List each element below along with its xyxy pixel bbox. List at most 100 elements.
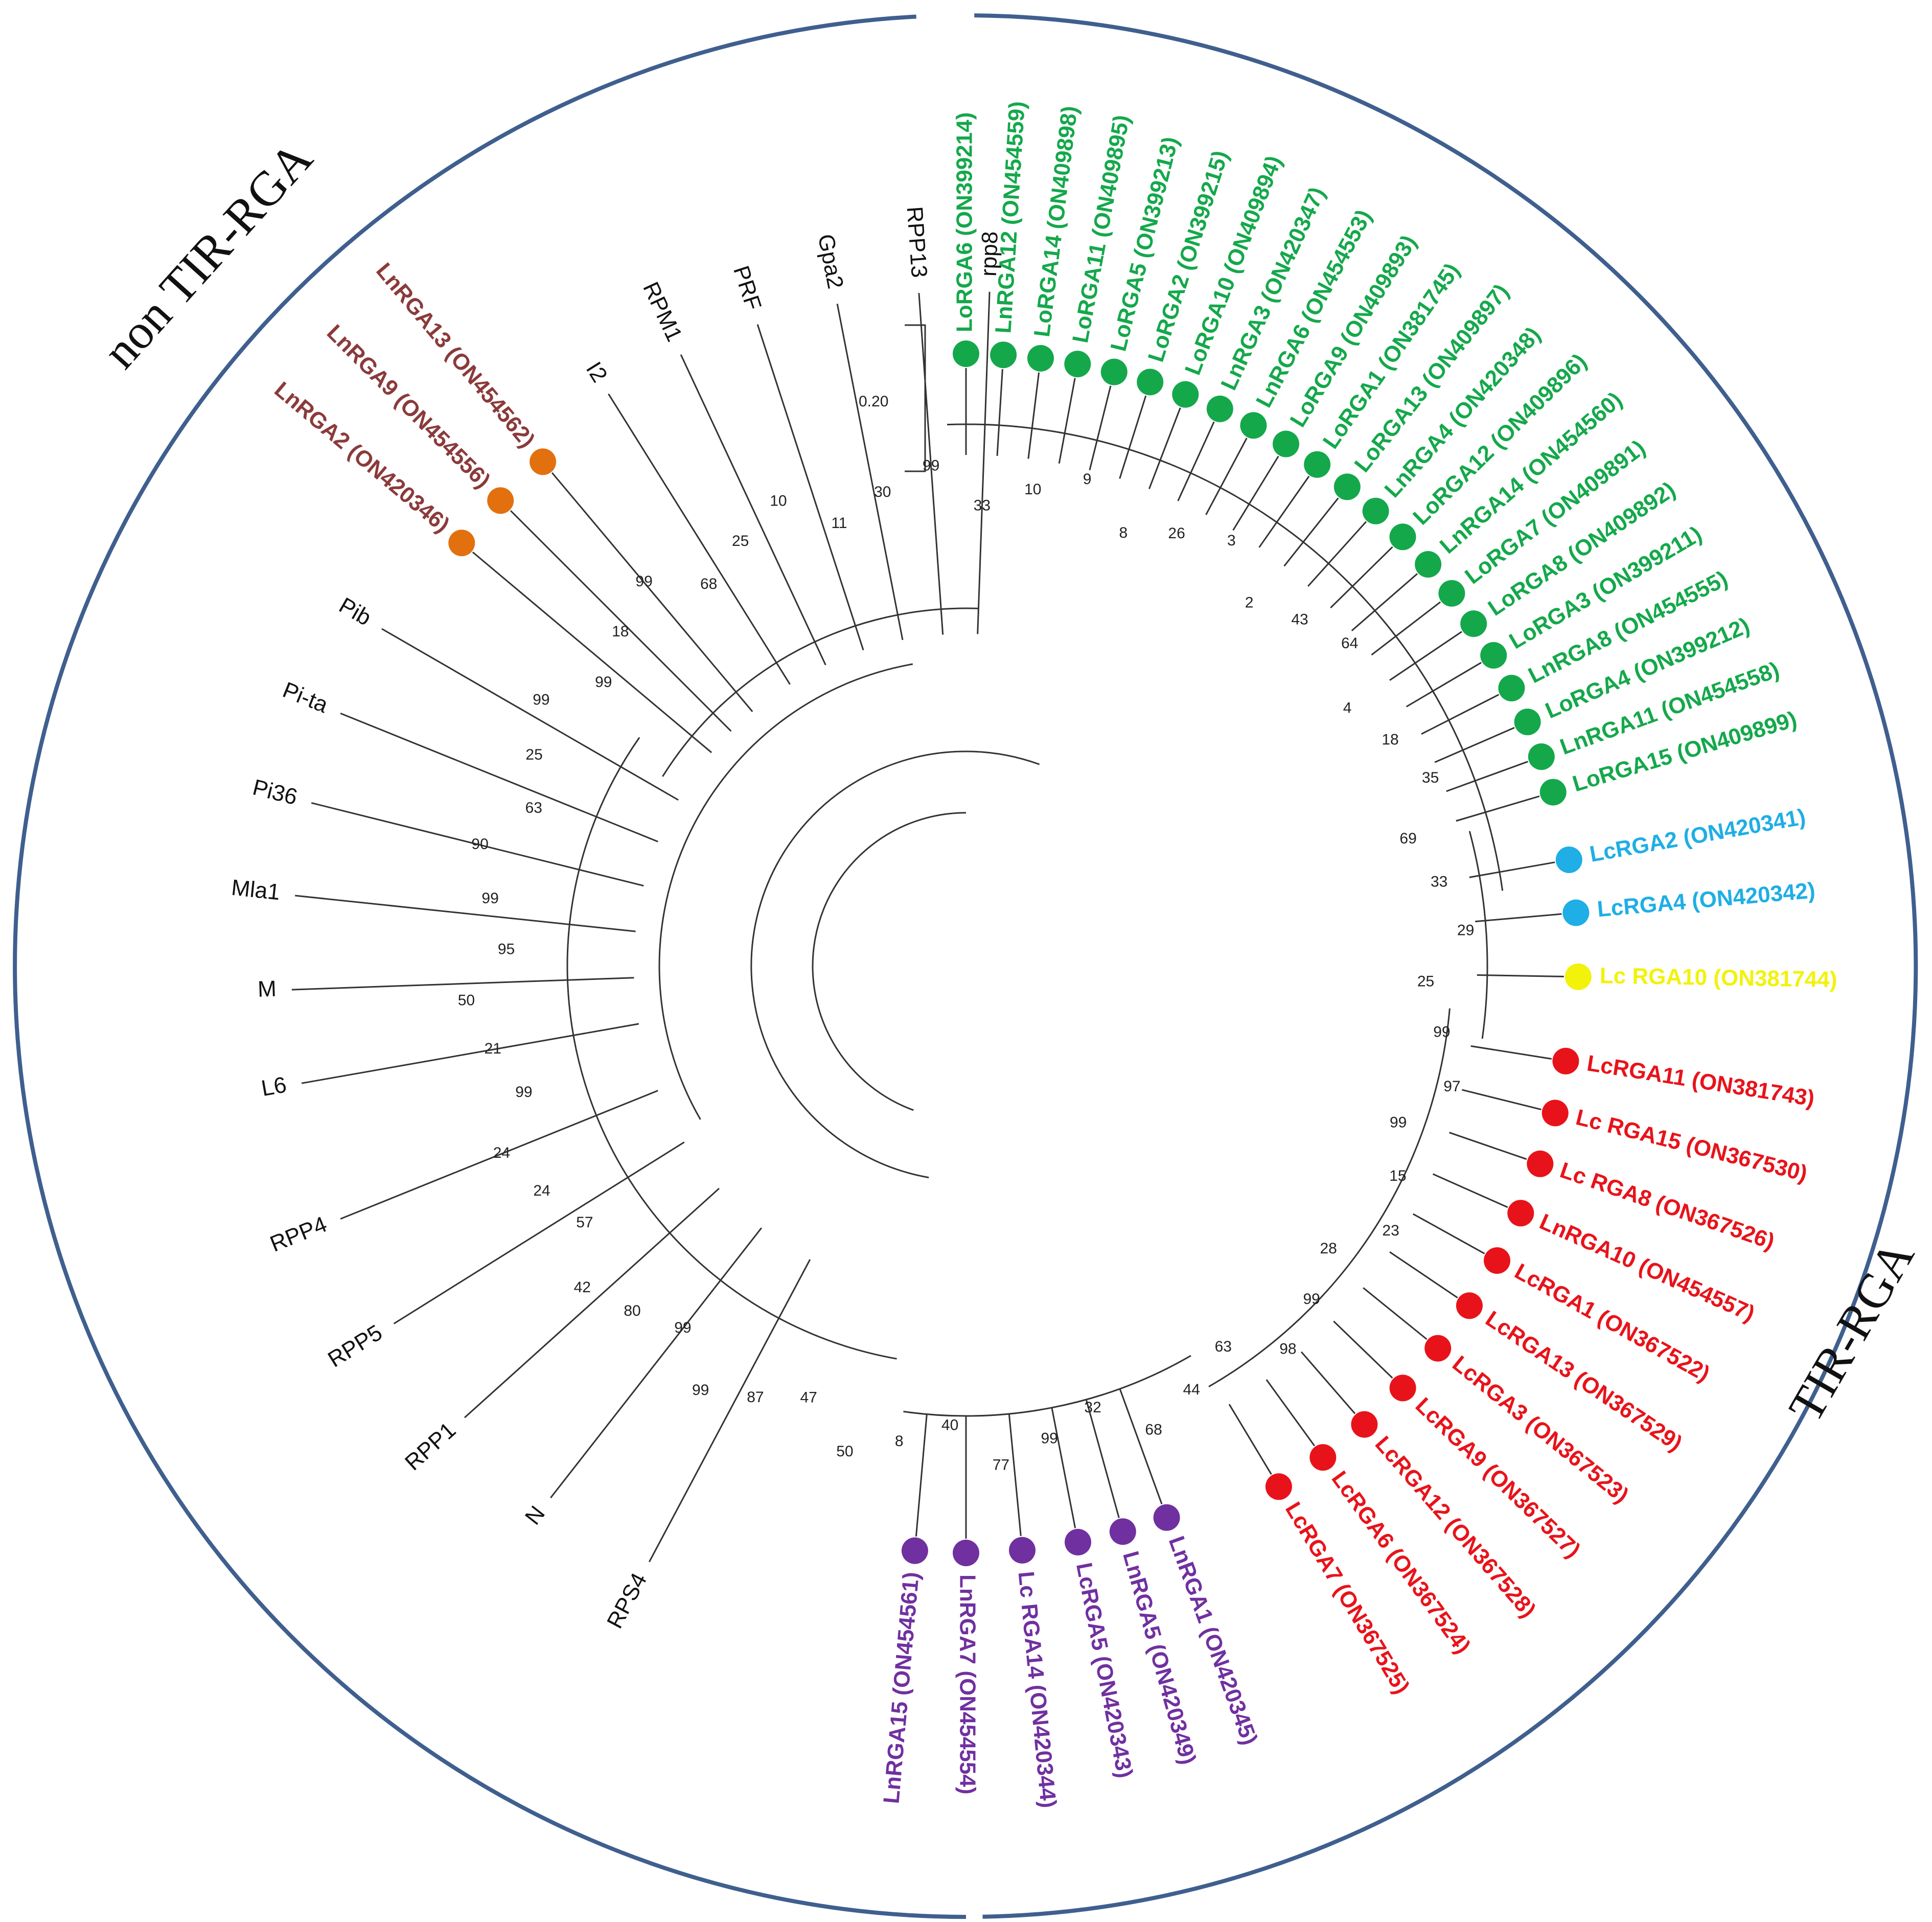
bootstrap-value: 25: [525, 746, 542, 763]
terminal-branch: [1300, 1351, 1356, 1414]
terminal-branch: [918, 293, 944, 635]
bootstrap-value: 99: [674, 1319, 691, 1336]
leaf-marker-dot: [1109, 1518, 1136, 1545]
terminal-branch: [464, 1187, 720, 1418]
leaf-marker-dot: [1527, 1150, 1554, 1177]
bootstrap-value: 69: [1399, 830, 1416, 847]
terminal-branch: [510, 510, 732, 732]
terminal-branch: [1470, 1045, 1552, 1060]
bootstrap-value: 68: [1145, 1422, 1162, 1438]
leaf-label: LcRGA11 (ON381743): [1585, 1050, 1816, 1111]
leaf-marker-dot: [990, 341, 1017, 369]
internal-branch-arc: [658, 663, 913, 1120]
leaf-marker-dot: [1309, 1444, 1337, 1471]
terminal-branch: [1205, 438, 1248, 515]
bootstrap-value: 99: [635, 573, 652, 590]
bootstrap-value: 15: [1389, 1168, 1406, 1184]
leaf-label: RPP5: [324, 1320, 386, 1372]
leaf-label: LoRGA6 (ON399214): [952, 112, 977, 332]
terminal-branch: [915, 1414, 928, 1537]
leaf-marker-dot: [1027, 345, 1054, 372]
bootstrap-value: 8: [1119, 524, 1128, 541]
bootstrap-value: 9: [1083, 471, 1092, 488]
leaf-marker-dot: [1100, 358, 1128, 385]
bootstrap-value: 25: [1417, 973, 1434, 990]
terminal-branch: [1475, 913, 1562, 923]
terminal-branch: [1027, 372, 1040, 459]
leaf-label: Lc RGA14 (ON420344): [1014, 1570, 1061, 1809]
leaf-label: LcRGA9 (ON367527): [1411, 1393, 1585, 1563]
terminal-branch: [680, 354, 826, 666]
leaf-label: RPP1: [400, 1417, 461, 1475]
leaf-label: LnRGA13 (ON454562): [371, 258, 540, 452]
leaf-label: LcRGA13 (ON367529): [1481, 1306, 1687, 1456]
leaf-label: LnRGA15 (ON454561): [879, 1571, 924, 1804]
terminal-branch: [1258, 475, 1310, 548]
bootstrap-value: 30: [874, 484, 891, 500]
bootstrap-value: 10: [1024, 481, 1041, 498]
terminal-branch: [1363, 1287, 1428, 1340]
clade-ring: [13, 13, 1918, 1919]
terminal-branch: [1469, 861, 1555, 878]
terminal-branch: [1477, 974, 1564, 977]
bootstrap-value: 24: [493, 1145, 510, 1161]
leaf-marker-dot: [1555, 846, 1582, 873]
leaf-label: Mla1: [230, 875, 281, 905]
bootstrap-value: 95: [498, 941, 515, 958]
leaf-marker-dot: [1498, 675, 1525, 702]
bootstrap-value: 80: [624, 1302, 640, 1319]
terminal-branch: [1421, 694, 1500, 735]
leaf-marker-dot: [1528, 743, 1555, 770]
terminal-branch: [1228, 1404, 1272, 1475]
bootstrap-value: 2: [1245, 594, 1254, 611]
bootstrap-value: 64: [1341, 635, 1358, 652]
clade-label-tir-rga: TIR-RGA: [1778, 1231, 1924, 1431]
bootstrap-value: 98: [1279, 1341, 1296, 1358]
bootstrap-value: 26: [1168, 525, 1185, 542]
leaf-marker-dot: [1424, 1335, 1452, 1362]
terminal-branch: [1307, 521, 1367, 587]
terminal-branch: [1333, 1320, 1393, 1379]
leaf-marker-dot: [448, 530, 475, 557]
bootstrap-value: 10: [770, 492, 787, 509]
terminal-branch: [1371, 601, 1441, 656]
bootstrap-value: 25: [732, 533, 749, 550]
leaf-label: LcRGA5 (ON420343): [1071, 1561, 1138, 1780]
terminal-branch: [996, 369, 1003, 456]
terminal-branch: [1434, 727, 1515, 763]
internal-branch-arc: [1468, 831, 1488, 1039]
leaf-marker-dot: [1009, 1537, 1036, 1564]
bootstrap-value: 47: [800, 1389, 817, 1406]
leaf-label: RPS4: [602, 1569, 652, 1633]
terminal-branch: [977, 291, 991, 634]
bootstrap-value: 40: [941, 1416, 958, 1433]
leaf-marker-dot: [1333, 473, 1361, 500]
leaf-label: Pi-ta: [279, 677, 332, 718]
scale-bar: 0.20: [859, 324, 926, 472]
leaf-marker-dot: [1240, 412, 1267, 439]
leaf-marker-dot: [953, 340, 979, 367]
terminal-branch: [836, 304, 904, 640]
terminal-branch: [1089, 385, 1112, 471]
leaf-label: LcRGA3 (ON367523): [1447, 1351, 1633, 1508]
leaf-marker-dot: [1460, 610, 1487, 637]
terminal-branch: [472, 551, 712, 753]
leaf-label: N: [520, 1501, 550, 1529]
bootstrap-value: 99: [533, 692, 549, 708]
leaf-label: LnRGA2 (ON420346): [270, 377, 454, 537]
leaf-marker-dot: [1542, 1100, 1569, 1127]
terminal-branch: [1389, 1251, 1458, 1298]
bootstrap-value: 63: [1215, 1338, 1232, 1355]
tree-branches: [291, 291, 1564, 1563]
terminal-branch: [1406, 661, 1482, 707]
leaf-marker-dot: [1362, 497, 1389, 524]
bootstrap-value: 35: [1422, 769, 1439, 786]
tree-leaves: LoRGA6 (ON399214) LnRGA12 (ON454559)LoRGA…: [230, 101, 1837, 1809]
bootstrap-value: 23: [1382, 1222, 1399, 1239]
terminal-branch: [291, 977, 634, 991]
leaf-marker-dot: [1562, 899, 1590, 926]
leaf-marker-dot: [1389, 523, 1416, 551]
bootstrap-value: 29: [1457, 922, 1474, 939]
